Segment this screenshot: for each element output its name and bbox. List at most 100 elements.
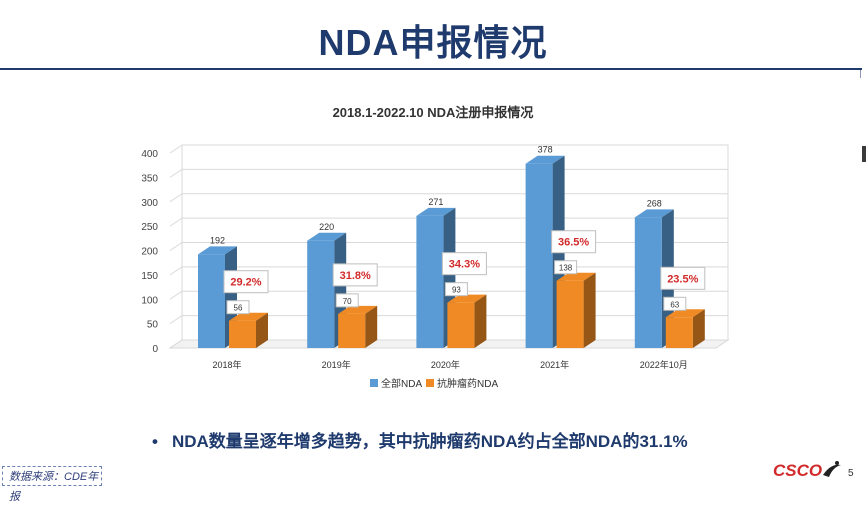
y-tick-label: 350 [141, 173, 158, 184]
data-label-oncology-box [444, 282, 468, 297]
bar-total-front [198, 254, 225, 348]
y-tick-label: 100 [141, 295, 158, 306]
legend-label: 抗肿瘤药NDA [437, 377, 498, 390]
percent-callout: 23.5% [667, 273, 698, 285]
legend-label: 全部NDA [381, 377, 422, 390]
bar-oncology [338, 305, 378, 348]
bar-oncology-front [447, 302, 475, 348]
gridline-depth [169, 290, 183, 300]
gridline-depth [169, 315, 183, 325]
data-label-oncology-box [335, 293, 359, 308]
bar-oncology-top [338, 305, 378, 314]
gridline-depth [169, 144, 183, 154]
percent-callout: 29.2% [230, 277, 261, 289]
x-category-label: 2021年 [540, 359, 569, 370]
percent-callout: 36.5% [558, 237, 589, 249]
bar-oncology-side [474, 294, 487, 348]
bar-oncology-top [229, 312, 268, 321]
data-label-oncology: 63 [670, 300, 679, 309]
data-label-total: 378 [538, 145, 553, 155]
legend-swatch [370, 379, 378, 387]
chart-title: 2018.1-2022.10 NDA注册申报情况 [333, 105, 534, 120]
bar-oncology-top [665, 309, 705, 318]
data-label-total: 271 [428, 197, 443, 207]
gridline-depth [169, 168, 183, 178]
bar-oncology-front [338, 313, 366, 348]
nda-bar-chart: 0 50 100 150 200 250 300 350 400 192 56 29.2% 2018年… [141, 105, 730, 390]
y-tick-label: 300 [141, 198, 158, 209]
gridline-depth [169, 266, 183, 276]
bullet-marker: • [152, 432, 158, 451]
bar-oncology [229, 312, 268, 348]
bar-total-front [525, 163, 553, 348]
bar-oncology [447, 294, 487, 348]
bar-oncology-side [365, 305, 378, 348]
percent-callout-box [660, 266, 706, 290]
percent-callout-box [441, 252, 487, 276]
data-label-oncology: 93 [452, 286, 461, 295]
bar-total-top [634, 209, 674, 218]
data-label-total: 268 [647, 198, 662, 208]
percent-callout-box [223, 270, 269, 294]
bar-total-top [416, 207, 456, 216]
y-tick-label: 400 [141, 149, 158, 160]
bar-oncology [556, 272, 596, 348]
chart-bars [198, 155, 705, 348]
y-tick-label: 0 [152, 344, 158, 355]
title-divider [0, 68, 862, 70]
bar-oncology-top [556, 272, 596, 281]
x-category-label: 2018年 [212, 359, 241, 370]
percent-callout: 31.8% [340, 270, 371, 282]
bar-total-top [307, 232, 347, 241]
bar-total-top [525, 155, 565, 164]
data-label-oncology: 56 [234, 304, 243, 313]
y-tick-label: 200 [141, 247, 158, 258]
summary-bullet: • NDA数量呈逐年增多趋势，其中抗肿瘤药NDA约占全部NDA的31.1% [152, 427, 688, 452]
percent-callout: 34.3% [449, 259, 480, 271]
bar-oncology-front [556, 280, 584, 348]
page-number: 5 [848, 468, 854, 479]
percent-callout-box [332, 263, 378, 287]
y-tick-label: 150 [141, 271, 158, 282]
data-label-oncology-box [663, 296, 687, 311]
bar-oncology-side [256, 312, 268, 348]
page-title: NDA申报情况 [318, 22, 548, 63]
x-category-label: 2019年 [322, 359, 351, 370]
y-tick-label: 50 [147, 320, 159, 331]
gridline-depth [169, 193, 183, 203]
data-label-total: 192 [210, 235, 225, 245]
gridline-depth [169, 217, 183, 227]
bar-oncology-side [692, 309, 705, 348]
x-category-label: 2020年 [431, 359, 460, 370]
bar-total-front [416, 215, 444, 348]
bar-oncology-front [665, 317, 693, 348]
bar-total-front [634, 217, 662, 348]
edge-marker [860, 70, 866, 78]
summary-text: NDA数量呈逐年增多趋势，其中抗肿瘤药NDA约占全部NDA的31.1% [171, 432, 688, 451]
data-label-oncology-box [554, 260, 578, 275]
data-source: 数据来源：CDE年报 [2, 466, 102, 503]
bar-oncology-front [229, 320, 256, 348]
scroll-handle[interactable] [862, 146, 866, 162]
csco-logo: CSCO [773, 459, 861, 483]
bar-oncology-side [583, 272, 596, 348]
chart-legend: 全部NDA 抗肿瘤药NDA [370, 377, 498, 390]
bar-oncology-top [447, 294, 487, 303]
data-label-total: 220 [319, 222, 334, 232]
chart-labels: 192 56 29.2% 2018年 220 70 31.8% 2019年 271 93 34.3%… [210, 145, 706, 370]
y-tick-label: 250 [141, 222, 158, 233]
logo-emblem-icon [823, 461, 841, 477]
bar-total-top [198, 246, 237, 255]
legend-swatch [426, 379, 434, 387]
x-category-label: 2022年10月 [640, 359, 688, 370]
bar-total [634, 209, 674, 348]
data-label-oncology-box [226, 300, 250, 315]
y-axis-ticks: 0 50 100 150 200 250 300 350 400 [141, 149, 158, 355]
gridline-depth [169, 242, 183, 251]
bar-total-front [307, 240, 335, 348]
data-label-oncology: 70 [343, 297, 352, 306]
logo-text: CSCO [773, 461, 823, 480]
data-label-oncology: 138 [559, 264, 573, 273]
gridline-depth [169, 339, 183, 349]
bar-oncology [665, 309, 705, 348]
